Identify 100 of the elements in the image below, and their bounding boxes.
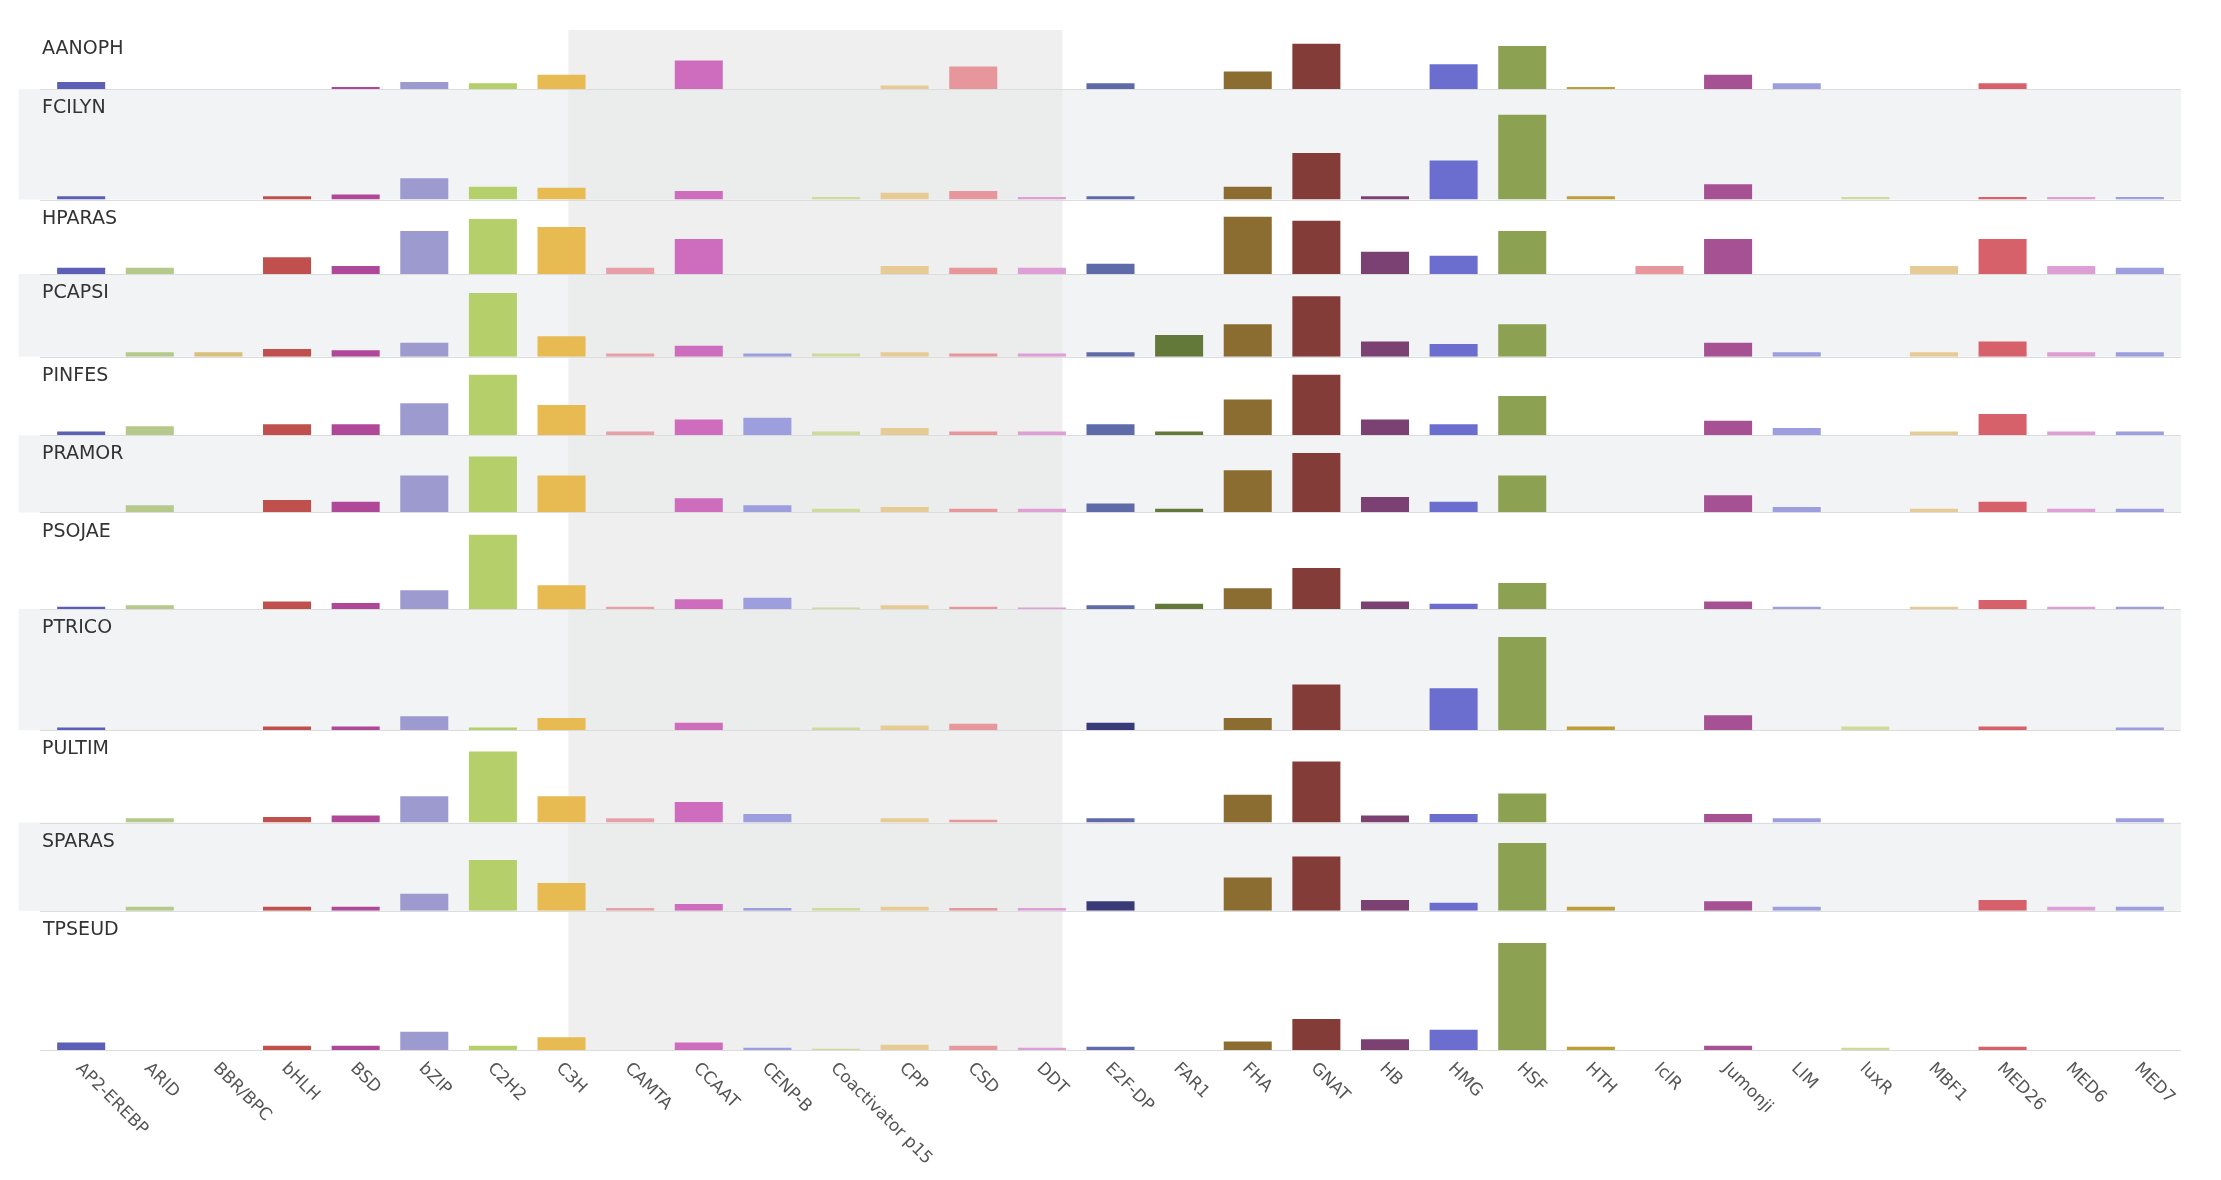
bar (1086, 605, 1135, 609)
bar (674, 599, 723, 609)
bar (400, 475, 449, 513)
bar (1429, 603, 1478, 609)
bar (1909, 606, 1958, 609)
bar (1704, 1045, 1753, 1050)
x-tick-label: HSF (1513, 1057, 1552, 1096)
bar (1498, 114, 1547, 200)
bar (674, 60, 723, 90)
chart-title: FCILYN (42, 95, 106, 117)
chart-title: PSOJAE (42, 519, 111, 541)
bar (743, 417, 792, 436)
bar (674, 498, 723, 513)
bar (1704, 601, 1753, 609)
bar (1909, 352, 1958, 357)
bar (1704, 495, 1753, 513)
bar (1978, 600, 2027, 609)
bar (949, 723, 998, 731)
bar (2047, 606, 2096, 609)
chart-title: PULTIM (42, 736, 109, 758)
bar (400, 590, 449, 609)
bar (1978, 1046, 2027, 1050)
bar (331, 350, 380, 357)
bar (1704, 184, 1753, 200)
bar (1086, 818, 1135, 823)
bar (812, 727, 861, 731)
bar (1498, 636, 1547, 731)
bar (606, 818, 655, 823)
bar (263, 1045, 312, 1050)
chart-title: TPSEUD (42, 917, 119, 939)
chart-title: PRAMOR (42, 441, 124, 463)
bar (331, 602, 380, 609)
bar (400, 178, 449, 200)
bar (1635, 265, 1684, 274)
bar (1498, 793, 1547, 823)
bar (537, 882, 586, 911)
bar (1909, 265, 1958, 274)
bar (1155, 603, 1204, 609)
bar (331, 726, 380, 731)
bar (1566, 726, 1615, 731)
bar (125, 505, 174, 513)
bar (1292, 220, 1341, 274)
bar (1772, 83, 1821, 90)
bar (125, 818, 174, 823)
bar (468, 751, 517, 823)
bar (1978, 726, 2027, 731)
bar (949, 606, 998, 609)
bar (468, 374, 517, 436)
bar (1017, 1047, 1066, 1050)
bar (880, 428, 929, 436)
bar (1704, 74, 1753, 90)
bar (468, 186, 517, 200)
bar (1086, 83, 1135, 90)
bar (1360, 1039, 1409, 1050)
x-tick-label: HB (1376, 1057, 1408, 1090)
bar (57, 267, 106, 274)
bar (400, 1031, 449, 1050)
bar (743, 597, 792, 609)
bar (1772, 352, 1821, 357)
bar (1086, 503, 1135, 513)
bar (1498, 475, 1547, 513)
bar (2047, 265, 2096, 274)
bar (1978, 239, 2027, 274)
bar (57, 606, 106, 609)
bar (1292, 856, 1341, 911)
bar (400, 716, 449, 731)
bar (2047, 352, 2096, 357)
bar (1086, 352, 1135, 357)
bar (331, 424, 380, 436)
bar (1360, 496, 1409, 513)
bar (537, 475, 586, 513)
bar (812, 353, 861, 357)
bar (1223, 399, 1272, 436)
bar (1292, 43, 1341, 90)
bar (1223, 588, 1272, 609)
bar (606, 353, 655, 357)
bar (1978, 414, 2027, 436)
bar (331, 815, 380, 823)
bar (1360, 601, 1409, 609)
bar (263, 257, 312, 274)
bar (949, 353, 998, 357)
bar (2115, 267, 2164, 274)
bar (1017, 267, 1066, 274)
bar (468, 1045, 517, 1050)
bar (1772, 818, 1821, 823)
bar (1704, 814, 1753, 823)
bar (1223, 1041, 1272, 1050)
bar (674, 1042, 723, 1050)
bar (1360, 815, 1409, 823)
bar (1498, 231, 1547, 274)
bar (537, 336, 586, 357)
bar (331, 265, 380, 274)
bar (1704, 901, 1753, 911)
bar (1292, 568, 1341, 609)
bar (949, 191, 998, 200)
bar (1086, 722, 1135, 731)
bar (1292, 1018, 1341, 1050)
bar (606, 606, 655, 609)
bar (1223, 186, 1272, 200)
bar (2115, 727, 2164, 731)
